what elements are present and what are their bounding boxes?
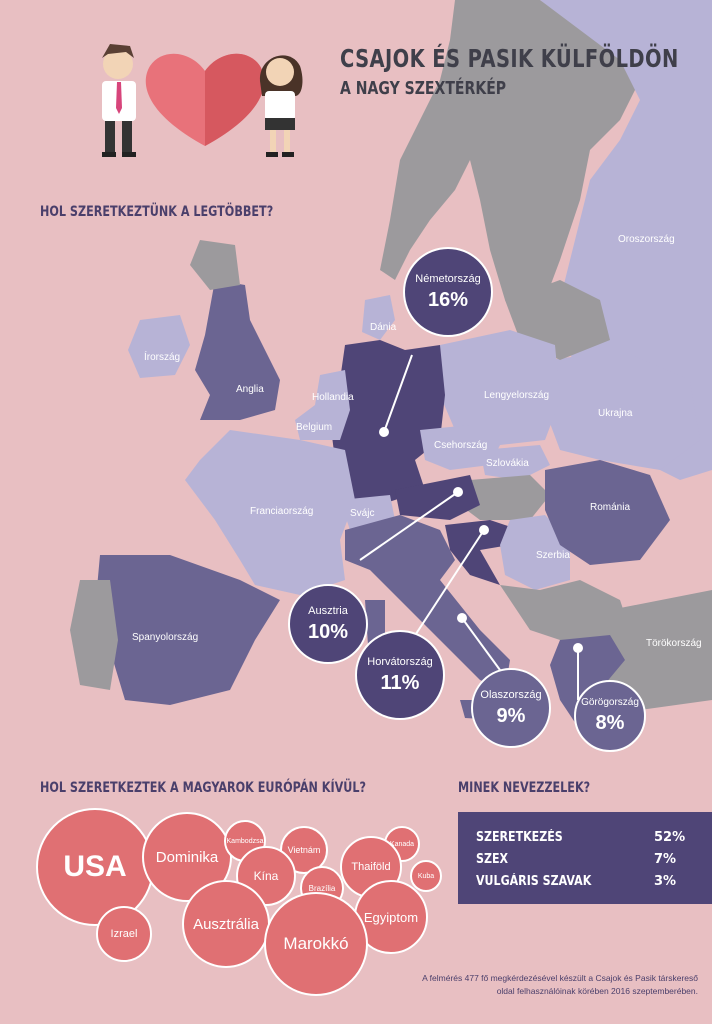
europe-heading: HOL SZERETKEZTÜNK A LEGTÖBBET?	[40, 204, 274, 220]
portugal-shape	[70, 580, 118, 690]
names-row-value: 52%	[654, 830, 686, 845]
bubble-gorogorszag-value: 8%	[595, 712, 625, 734]
names-table: SZERETKEZÉS 52% SZEX 7% VULGÁRIS SZAVAK …	[458, 812, 712, 904]
austria-connector	[359, 491, 459, 561]
footnote-line-1: A felmérés 477 fő megkérdezésével készül…	[422, 973, 698, 983]
man-icon	[102, 44, 136, 157]
italy-connector	[461, 617, 501, 671]
place-izrael: Izrael	[96, 906, 152, 962]
page-title: CSAJOK ÉS PASIK KÜLFÖLDÖN	[340, 44, 679, 73]
hungary-shape	[460, 475, 550, 520]
romania-shape	[545, 460, 670, 565]
france-shape	[185, 430, 355, 595]
greece-shape	[550, 635, 625, 730]
croatia-shape	[445, 520, 520, 585]
names-row-label: SZERETKEZÉS	[476, 830, 563, 845]
czech-shape	[420, 425, 500, 470]
bubble-olaszorszag-name: Olaszország	[480, 688, 542, 701]
label-spanyolorszag: Spanyolország	[132, 632, 199, 643]
ukraine-shape	[545, 350, 700, 470]
scotland-shape	[190, 240, 240, 290]
germany-connector	[383, 354, 413, 433]
label-oroszorszag: Oroszország	[618, 234, 675, 245]
italy-shape	[345, 515, 510, 690]
names-row-value: 3%	[654, 874, 677, 889]
austria-shape	[395, 475, 480, 520]
heart-puzzle-icon	[145, 53, 265, 146]
footnote: A felmérés 477 fő megkérdezésével készül…	[378, 972, 698, 998]
names-row-label: VULGÁRIS SZAVAK	[476, 874, 592, 889]
scandinavia-shape	[380, 0, 640, 330]
bubble-olaszorszag-value: 9%	[496, 704, 526, 727]
label-szlovakia: Szlovákia	[486, 458, 529, 469]
footnote-line-2: oldal felhasználóinak körében 2016 szept…	[496, 986, 698, 996]
label-franciaorszag: Franciaország	[250, 506, 314, 517]
slovakia-shape	[480, 445, 550, 480]
bubble-ausztria-name: Ausztria	[308, 604, 348, 617]
bubble-horvatorszag: Horvátország 11%	[355, 630, 445, 720]
label-hollandia: Hollandia	[312, 392, 354, 403]
ireland-shape	[128, 315, 190, 378]
label-anglia: Anglia	[236, 384, 264, 395]
bubble-gorogorszag-name: Görögország	[581, 697, 639, 708]
names-heading: MINEK NEVEZZELEK?	[458, 780, 591, 796]
bubble-nemetorszag-value: 16%	[427, 288, 469, 311]
label-ukrajna: Ukrajna	[598, 408, 633, 419]
balkans-shape	[500, 580, 630, 640]
bubble-nemetorszag-name: Németország	[415, 272, 481, 285]
benelux-shape	[295, 370, 350, 440]
label-dania: Dánia	[370, 322, 397, 333]
bubble-ausztria-value: 10%	[307, 620, 349, 643]
label-romania: Románia	[590, 502, 631, 513]
place-marokko: Marokkó	[264, 892, 368, 996]
label-svajc: Svájc	[350, 508, 375, 519]
poland-shape	[440, 330, 560, 445]
woman-icon	[259, 55, 303, 157]
label-csehorszag: Csehország	[434, 440, 488, 451]
names-row-label: SZEX	[476, 852, 509, 867]
spain-shape	[95, 555, 280, 705]
outside-heading: HOL SZERETKEZTEK A MAGYAROK EURÓPÁN KÍVÜ…	[40, 780, 367, 796]
bubble-nemetorszag: Németország 16%	[403, 247, 493, 337]
bubble-olaszorszag: Olaszország 9%	[471, 668, 551, 748]
serbia-shape	[500, 515, 570, 590]
label-torokorszag: Törökország	[646, 638, 702, 649]
bubble-horvatorszag-value: 11%	[380, 671, 420, 694]
page-subtitle: A NAGY SZEXTÉRKÉP	[340, 78, 507, 99]
bubble-horvatorszag-name: Horvátország	[367, 655, 433, 668]
place-ausztralia: Ausztrália	[182, 880, 270, 968]
place-kuba: Kuba	[410, 860, 442, 892]
croatia-connector	[411, 529, 485, 641]
bubble-gorogorszag: Görögország 8%	[574, 680, 646, 752]
uk-shape	[195, 280, 280, 420]
place-usa: USA	[36, 808, 154, 926]
turkey-shape	[600, 590, 712, 710]
label-belgium: Belgium	[296, 422, 333, 433]
bubble-ausztria: Ausztria 10%	[288, 584, 368, 664]
denmark-shape	[362, 295, 395, 340]
label-szerbia: Szerbia	[536, 550, 570, 561]
label-irorszag: Írország	[144, 352, 181, 363]
label-lengyelorszag: Lengyelország	[484, 390, 550, 401]
couple-illustration	[102, 44, 303, 157]
names-row-value: 7%	[654, 852, 677, 867]
